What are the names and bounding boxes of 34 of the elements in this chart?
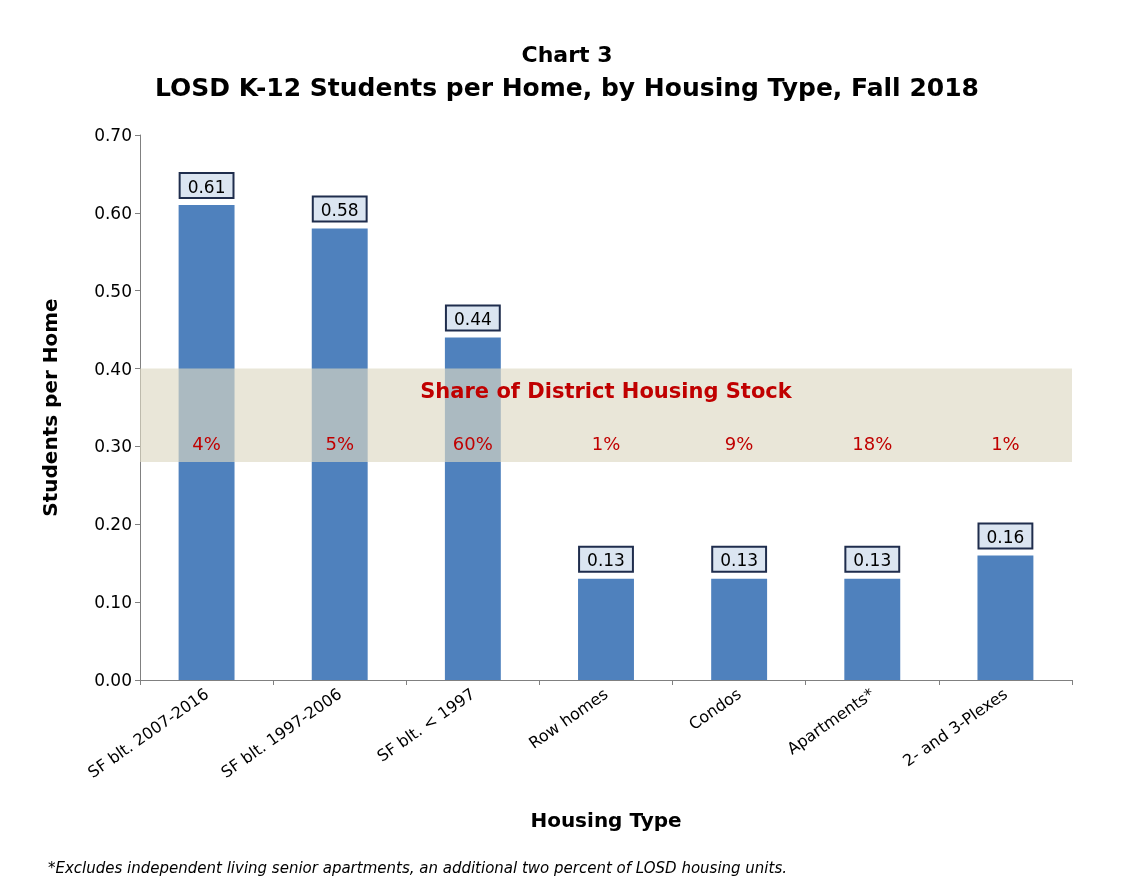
annotation: 4% xyxy=(192,432,221,454)
annotation: 60% xyxy=(452,432,493,454)
y-tick-label: 0.50 xyxy=(94,280,132,301)
annotation: 18% xyxy=(852,432,893,454)
y-axis-title: Students per Home xyxy=(38,298,62,517)
data-label: 0.13 xyxy=(853,550,892,571)
y-tick-label: 0.60 xyxy=(94,202,132,223)
annotation: 1% xyxy=(991,432,1020,454)
bar xyxy=(178,205,235,680)
bar xyxy=(711,578,768,680)
data-label: 0.13 xyxy=(720,550,759,571)
x-axis-title: Housing Type xyxy=(530,808,682,832)
y-tick-label: 0.00 xyxy=(94,670,132,690)
bar xyxy=(977,555,1034,680)
annotation: 9% xyxy=(724,432,754,454)
annotation: 5% xyxy=(325,432,354,454)
y-tick-label: 0.30 xyxy=(94,436,132,457)
y-tick-label: 0.20 xyxy=(94,514,132,535)
bar xyxy=(578,578,634,680)
data-label: 0.61 xyxy=(187,176,226,197)
data-label: 0.44 xyxy=(453,308,492,329)
chart-subtitle: LOSD K-12 Students per Home, by Housing Type, Fall 2018 xyxy=(155,73,979,102)
bar xyxy=(311,228,368,680)
y-tick-label: 0.10 xyxy=(94,592,132,613)
bar xyxy=(844,578,901,680)
data-label: 0.16 xyxy=(986,526,1025,547)
chart-title: Chart 3 xyxy=(521,41,613,67)
y-tick-label: 0.70 xyxy=(94,125,132,145)
annotation: 1% xyxy=(591,432,621,454)
text: *Excludes independent living senior apartments, an additional two percent of LOSD housing units. xyxy=(48,858,787,877)
y-tick-label: 0.40 xyxy=(94,358,132,379)
data-label: 0.58 xyxy=(320,199,359,220)
data-label: 0.13 xyxy=(587,550,625,571)
band-label: Share of District Housing Stock xyxy=(420,379,793,404)
